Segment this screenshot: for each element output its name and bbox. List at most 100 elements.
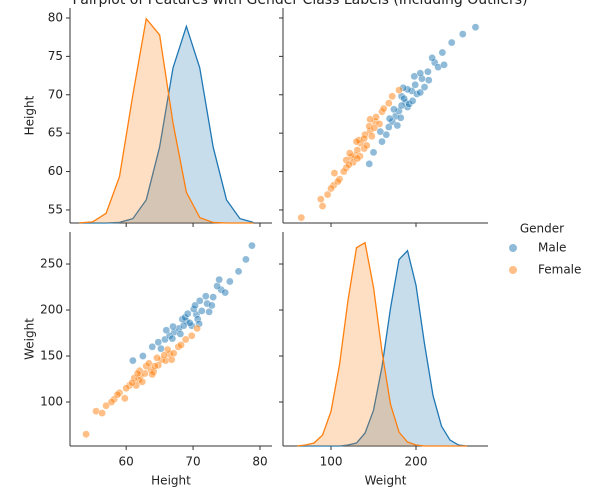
kde-area [297,250,468,446]
scatter-point [369,148,378,157]
scatter-point [113,390,122,399]
legend-marker [509,244,517,252]
scatter-point [151,362,159,370]
scatter-point [197,307,206,315]
y-tick-label: 55 [48,202,63,216]
scatter-point [160,351,169,359]
scatter-point [411,80,419,89]
scatter-point [352,137,361,146]
scatter-point [385,123,393,131]
scatter-point [440,61,448,69]
y-tick-label: 70 [48,87,63,101]
y-tick-label: 75 [48,49,63,63]
scatter-point [177,341,185,349]
kde-area [79,18,254,223]
scatter-point [447,38,456,47]
scatter-point [396,114,405,122]
scatter-point [393,121,402,130]
x-axis-label: Weight [365,474,407,488]
scatter-point [339,167,348,176]
scatter-point [234,267,243,276]
scatter-point [376,127,385,136]
scatter-point [226,277,234,286]
scatter-point [370,123,379,132]
scatter-point [368,132,376,141]
scatter-point [213,282,221,290]
scatter-point [317,195,325,203]
scatter-point [345,149,354,157]
scatter-point [148,370,157,379]
scatter-point [163,345,172,354]
scatter-point [420,83,429,91]
scatter-point [201,292,210,301]
x-axis-label: Height [151,474,191,488]
scatter-point [345,160,353,169]
scatter-point [242,255,250,264]
scatter-point [366,115,374,124]
scatter-point [122,384,130,393]
scatter-point [215,275,223,284]
kde-area [297,242,468,446]
x-tick-label: 200 [405,455,428,469]
scatter-point [168,334,177,343]
scatter-point [390,105,398,114]
scatter-point [424,67,432,76]
scatter-point [416,88,425,97]
x-tick-label: 70 [185,455,200,469]
legend-label: Male [538,241,566,255]
kde-area [79,26,254,223]
scatter-point [330,169,339,177]
scatter-point [353,154,362,163]
y-axis-label: Height [23,95,37,135]
scatter-point [128,378,137,387]
scatter-point [362,141,371,150]
scatter-point [438,48,447,57]
scatter-point [297,213,306,222]
scatter-point [121,394,129,403]
scatter-point [221,288,229,297]
scatter-point [133,369,142,378]
scatter-point [395,86,403,94]
scatter-point [181,335,190,344]
y-tick-label: 250 [40,257,63,271]
scatter-point [176,330,185,338]
scatter-point [169,322,177,331]
scatter-point [353,146,362,154]
scatter-point [410,72,419,81]
scatter-point [169,349,178,358]
kde-line [79,17,254,224]
y-tick-label: 150 [40,349,63,363]
legend-title: Gender [520,222,564,236]
scatter-point [187,331,196,340]
scatter-point [397,101,406,110]
scatter-point [179,321,188,330]
scatter-point [139,352,147,360]
scatter-point [208,301,216,310]
y-tick-label: 60 [48,164,63,178]
legend-marker [509,266,517,274]
x-tick-label: 80 [252,455,267,469]
scatter-point [148,343,157,351]
y-axis-label: Weight [23,318,37,360]
scatter-point [360,134,368,143]
scatter-point [138,377,147,386]
scatter-point [382,130,391,139]
scatter-point [107,398,116,406]
scatter-point [416,69,425,78]
legend-label: Female [538,263,581,277]
scatter-point [209,293,217,301]
x-tick-label: 60 [119,455,134,469]
scatter-point [205,308,213,316]
scatter-point [193,324,201,333]
scatter-point [157,344,165,353]
kde-line [296,241,468,447]
scatter-point [400,94,408,103]
y-tick-label: 80 [48,10,63,24]
scatter-point [334,177,342,186]
scatter-point [191,301,199,310]
scatter-point [82,430,90,439]
scatter-point [408,97,417,105]
scatter-point [365,160,374,168]
scatter-point [195,297,204,305]
